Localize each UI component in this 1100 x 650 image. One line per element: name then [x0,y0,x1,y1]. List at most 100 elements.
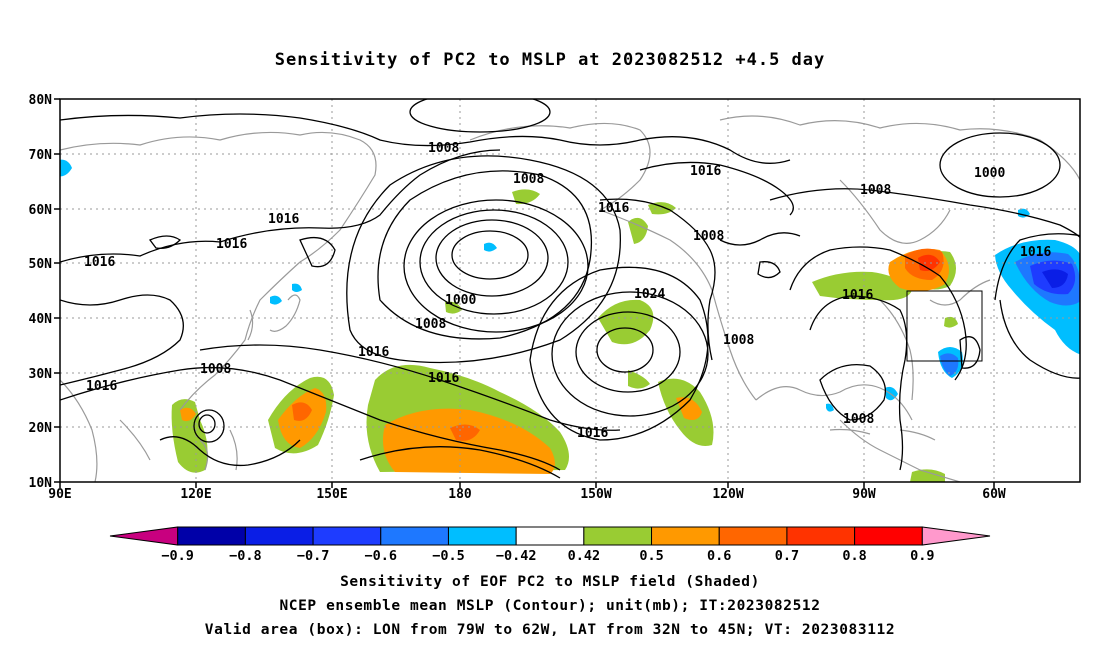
lon-label: 120W [712,487,743,500]
shade-neg-9 [826,403,834,412]
valid-area-box [906,290,983,362]
lon-label: 90W [852,487,876,500]
contour-1016-arctic [639,161,794,216]
contour-label: 1008 [843,412,874,427]
lon-label: 60W [982,487,1006,500]
contour-label: 1016 [268,212,299,227]
lat-label: 60N [29,203,53,218]
contour-label: 1024 [634,287,665,302]
footer-line-3: Valid area (box): LON from 79W to 62W, L… [204,622,896,638]
contour-1016-atlantic [994,233,1080,379]
colorbar-cell [651,526,720,546]
coast-japan [269,294,301,332]
shade-neg-8 [292,283,302,292]
plot-frame [59,98,1081,483]
colorbar-tick-label: −0.6 [365,548,398,564]
contour-label: 1008 [200,362,231,377]
footer-line-1: Sensitivity of EOF PC2 to MSLP field (Sh… [340,574,760,590]
colorbar-tick-label: 0.7 [775,548,799,564]
coast-seasia [119,419,238,471]
contour-label: 1016 [84,255,115,270]
colorbar-end-high [921,526,991,546]
colorbar-tick-label: 0.6 [707,548,731,564]
shade-orange-5 [180,407,196,422]
lon-labels: 90E 120E 150E 180 150W 120W 90W 60W [48,487,1006,500]
contour-low-pacific-1 [451,230,529,280]
contour-label: 1008 [860,183,891,198]
contour-1008-canada [769,188,1080,239]
shade-neg-3 [60,159,72,177]
shade-pos-13 [445,301,462,314]
colorbar-tick-label: −0.7 [297,548,330,564]
contour-low-pacific-5 [377,170,592,340]
colorbar-cell [312,526,382,546]
colorbar-cell [177,526,246,546]
contour-1016-north [60,149,716,361]
contour-1008-india [60,366,561,471]
lat-label: 20N [29,421,53,436]
lat-label: 80N [29,93,53,108]
colorbar-tick-label: −0.9 [161,548,194,564]
contour-label: 1016 [1020,245,1051,260]
lon-label: 90E [48,487,71,500]
lon-label: 150W [580,487,611,500]
shade-neg-7 [270,295,282,305]
shade-neg-blue-2 [940,353,959,376]
contour-label: 1008 [723,333,754,348]
coast-asia-north [60,131,377,263]
shade-pos-9 [512,189,540,205]
colorbar-cell [854,526,923,546]
shade-pos-14 [944,316,958,328]
contour-1008-pacific-east [719,232,801,279]
shade-pos-3 [171,399,208,473]
lat-label: 50N [29,257,53,272]
coast-hudson [839,179,951,244]
colorbar-tick-label: −0.42 [496,548,537,564]
contour-1016-tropics [199,344,621,431]
contour-high-3 [551,291,709,417]
shade-pos-12 [910,469,945,482]
tick-marks [54,98,995,488]
colorbar-tick-label: 0.8 [842,548,866,564]
contour-label: 1008 [693,229,724,244]
colorbar-cell [786,526,856,546]
contour-high-1 [596,327,654,373]
contour-labels: 1008 1016 1016 1016 1008 1016 1008 1000 … [84,141,1051,441]
map-title: Sensitivity of PC2 to MSLP at 2023082512… [274,50,826,70]
contour-label: 1000 [974,166,1005,181]
contour-label: 1000 [445,293,476,308]
contour-label: 1016 [358,345,389,360]
contour-label: 1016 [428,371,459,386]
coast-central-am [839,419,961,482]
contour-label: 1016 [598,201,629,216]
shade-darkorange-1 [450,424,480,441]
shade-orange-3 [676,397,702,420]
colorbar-tick-label: 0.42 [568,548,601,564]
contour-small-2 [299,236,336,268]
shade-pos-7 [628,217,648,244]
coast-na-gulf [755,384,913,421]
lat-label: 40N [29,312,53,327]
lat-label: 70N [29,148,53,163]
contour-1016-west [60,294,184,386]
contour-small-1 [148,235,182,249]
colorbar-cell [515,526,585,546]
contour-label: 1016 [216,237,247,252]
coast-caribbean [829,428,936,441]
shade-pos-8 [648,202,676,215]
contour-1008-namerica [809,295,908,471]
lon-label: 120E [180,487,211,500]
contour-1016-namerica [789,246,967,381]
colorbar-tick-label: −0.8 [229,548,262,564]
colorbar-cells [109,526,991,546]
colorbar-tick-label: −0.5 [432,548,465,564]
shade-neg-6 [484,242,497,252]
colorbar-cell [244,526,314,546]
contour-1012-tropics [359,446,561,479]
contour-1008-arctic [60,113,791,164]
colorbar-cell [583,526,653,546]
contour-low-pacific-6 [346,155,621,364]
coast-asia-east [179,261,301,411]
contour-high-2 [575,311,681,393]
contour-high-4 [529,266,709,441]
